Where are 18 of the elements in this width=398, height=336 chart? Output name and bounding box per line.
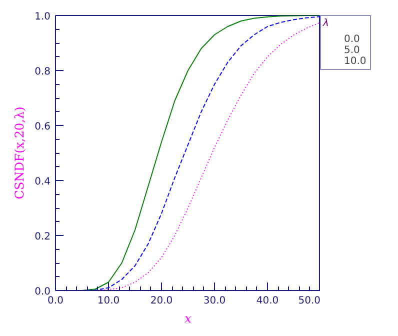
y-axis-title: CSNDF(x,20,λ) <box>12 106 27 200</box>
y-tick-label: 0.0 <box>34 286 51 298</box>
x-axis-title: x <box>184 312 192 326</box>
text: 10.0 <box>344 56 368 67</box>
y-tick-label: 0.8 <box>34 66 51 78</box>
x-tick-label: 50.0 <box>298 296 320 306</box>
x-tick-label: 0.0 <box>48 296 64 306</box>
text: 0.0 <box>344 34 361 45</box>
x-tick-label: 20.0 <box>150 296 173 306</box>
x-tick-label: 40.0 <box>256 296 279 306</box>
y-tick-label: 0.2 <box>34 232 51 242</box>
y-tick-label: 0.6 <box>34 122 51 132</box>
x-tick-label: 30.0 <box>203 296 226 306</box>
y-tick-label: 0.4 <box>34 176 51 188</box>
text: 5.0 <box>344 45 361 56</box>
y-tick-label: 1.0 <box>34 12 51 22</box>
legend-title: λ <box>323 18 330 29</box>
x-tick-label: 10.0 <box>97 296 120 306</box>
